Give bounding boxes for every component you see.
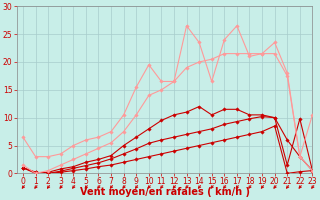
X-axis label: Vent moyen/en rafales ( km/h ): Vent moyen/en rafales ( km/h ) [80, 187, 250, 197]
